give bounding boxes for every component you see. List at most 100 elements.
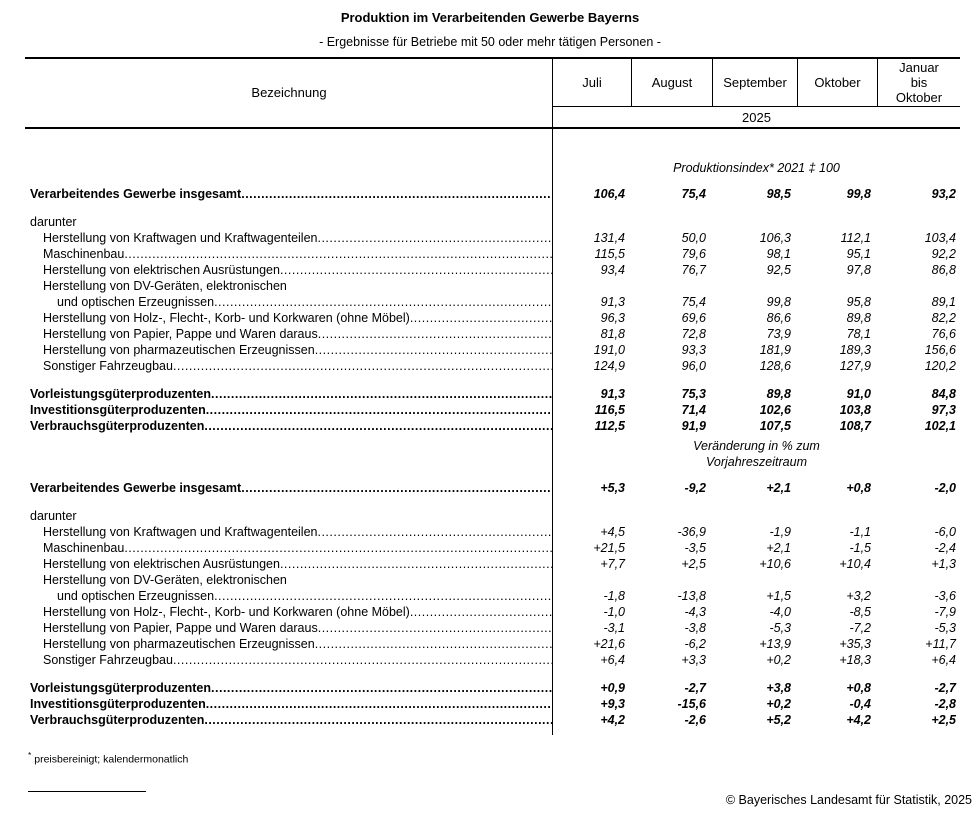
table-row: und optischen Erzeugnissen .............…: [25, 588, 960, 604]
value-cell: -3,8: [684, 621, 706, 635]
row-label-text: darunter: [30, 509, 77, 523]
footnote-marker: *: [28, 750, 32, 760]
value-cell: 93,2: [931, 187, 956, 201]
value-cell: 191,0: [593, 343, 625, 357]
value-cell: 75,3: [681, 387, 706, 401]
value-cell: -15,6: [677, 697, 707, 711]
dot-leader: ........................................…: [211, 387, 553, 401]
dot-leader: ........................................…: [204, 713, 553, 727]
value-cell: -3,6: [934, 589, 956, 603]
row-label-text: Herstellung von pharmazeutischen Erzeugn…: [43, 637, 315, 651]
value-cell: +10,4: [839, 557, 871, 571]
dot-leader: ........................................…: [317, 231, 553, 245]
value-cell: -13,8: [677, 589, 707, 603]
value-cell: 91,3: [600, 295, 625, 309]
table-label-column-rule: [552, 57, 553, 735]
value-cell: +2,1: [766, 481, 791, 495]
value-cell: 96,0: [681, 359, 706, 373]
value-cell: +4,2: [600, 713, 625, 727]
value-cell: -2,7: [684, 681, 706, 695]
row-label: Herstellung von DV-Geräten, elektronisch…: [25, 572, 553, 588]
value-cell: [553, 214, 632, 230]
value-cell: 128,6: [759, 359, 791, 373]
value-cell: +5,3: [600, 481, 625, 495]
column-header-juli: Juli: [582, 75, 602, 90]
row-label: Verbrauchsgüterproduzenten .............…: [25, 418, 553, 434]
footnote-text: preisbereinigt; kalendermonatlich: [34, 753, 189, 766]
row-spacer: [25, 202, 960, 214]
value-cell: 116,5: [594, 403, 625, 417]
dot-leader: ........................................…: [317, 525, 553, 539]
value-cell: +21,5: [593, 541, 625, 555]
value-cell: -5,3: [769, 621, 791, 635]
value-cell: -9,2: [684, 481, 706, 495]
row-label: Herstellung von pharmazeutischen Erzeugn…: [25, 342, 553, 358]
row-label-text: Herstellung von elektrischen Ausrüstunge…: [43, 557, 280, 571]
table-row: Vorleistungsgüterproduzenten ...........…: [25, 386, 960, 402]
row-label-text: Herstellung von elektrischen Ausrüstunge…: [43, 263, 280, 277]
table-row: Herstellung von Papier, Pappe und Waren …: [25, 620, 960, 636]
value-cell: [798, 508, 878, 524]
table-row: Herstellung von elektrischen Ausrüstunge…: [25, 556, 960, 572]
value-cell: -3,5: [684, 541, 706, 555]
value-cell: 82,2: [931, 311, 956, 325]
row-label-text: Vorleistungsgüterproduzenten: [30, 681, 212, 695]
row-label-text: Sonstiger Fahrzeugbau: [43, 653, 173, 667]
value-cell: 50,0: [681, 231, 706, 245]
value-cell: 106,3: [759, 231, 791, 245]
value-cell: 92,2: [931, 247, 956, 261]
value-cell: +2,5: [681, 557, 706, 571]
section-heading-produktionsindex: Produktionsindex* 2021 ‡ 100: [25, 160, 960, 176]
row-label: und optischen Erzeugnissen .............…: [25, 588, 553, 604]
row-label: und optischen Erzeugnissen .............…: [25, 294, 553, 310]
row-label: Maschinenbau ...........................…: [25, 246, 553, 262]
value-cell: 97,8: [846, 263, 871, 277]
table-row: darunter: [25, 508, 960, 524]
value-cell: -6,2: [684, 637, 706, 651]
table-row: Herstellung von pharmazeutischen Erzeugn…: [25, 342, 960, 358]
page-subtitle: - Ergebnisse für Betriebe mit 50 oder me…: [319, 35, 661, 49]
value-cell: [553, 508, 632, 524]
section-heading-veraenderung: Veränderung in % zum Vorjahreszeitraum: [25, 438, 960, 470]
table-row: Maschinenbau ...........................…: [25, 246, 960, 262]
section-heading-line: Veränderung in % zum: [693, 439, 820, 453]
value-cell: 91,9: [681, 419, 706, 433]
value-cell: 127,9: [839, 359, 871, 373]
row-label: Investitionsgüterproduzenten ...........…: [25, 696, 553, 712]
row-label-text: Verbrauchsgüterproduzenten: [30, 419, 205, 433]
row-label: Herstellung von Kraftwagen und Kraftwage…: [25, 230, 553, 246]
value-cell: -2,0: [934, 481, 956, 495]
row-label-text: Maschinenbau: [43, 541, 125, 555]
value-cell: 93,3: [681, 343, 706, 357]
value-cell: +1,5: [766, 589, 791, 603]
value-cell: -1,0: [603, 605, 625, 619]
table-row: und optischen Erzeugnissen .............…: [25, 294, 960, 310]
value-cell: [713, 278, 798, 294]
value-cell: 96,3: [600, 311, 625, 325]
value-cell: +21,6: [593, 637, 625, 651]
value-cell: [713, 572, 798, 588]
value-cell: -7,9: [934, 605, 956, 619]
table-column-rule-4: [877, 57, 878, 107]
table-row: Verarbeitendes Gewerbe insgesamt .......…: [25, 480, 960, 496]
value-cell: 91,3: [600, 387, 625, 401]
table-row: Herstellung von Holz-, Flecht-, Korb- un…: [25, 310, 960, 326]
value-cell: 76,6: [931, 327, 956, 341]
value-cell: 76,7: [681, 263, 706, 277]
dot-leader: ........................................…: [279, 557, 553, 571]
value-cell: 124,9: [593, 359, 625, 373]
row-label-text: Sonstiger Fahrzeugbau: [43, 359, 173, 373]
value-cell: +0,8: [846, 481, 871, 495]
row-label-text: Verbrauchsgüterproduzenten: [30, 713, 205, 727]
section-produktionsindex: Produktionsindex* 2021 ‡ 100 Verarbeiten…: [25, 160, 960, 434]
value-cell: 93,4: [600, 263, 625, 277]
column-header-bezeichnung: Bezeichnung: [251, 85, 327, 100]
table-row: Vorleistungsgüterproduzenten ...........…: [25, 680, 960, 696]
value-cell: +1,3: [931, 557, 956, 571]
value-cell: 69,6: [681, 311, 706, 325]
table-row: Verarbeitendes Gewerbe insgesamt .......…: [25, 186, 960, 202]
dot-leader: ........................................…: [204, 419, 553, 433]
row-label: Verarbeitendes Gewerbe insgesamt .......…: [25, 186, 553, 202]
row-label: Vorleistungsgüterproduzenten ...........…: [25, 680, 553, 696]
row-label: Herstellung von Papier, Pappe und Waren …: [25, 620, 553, 636]
